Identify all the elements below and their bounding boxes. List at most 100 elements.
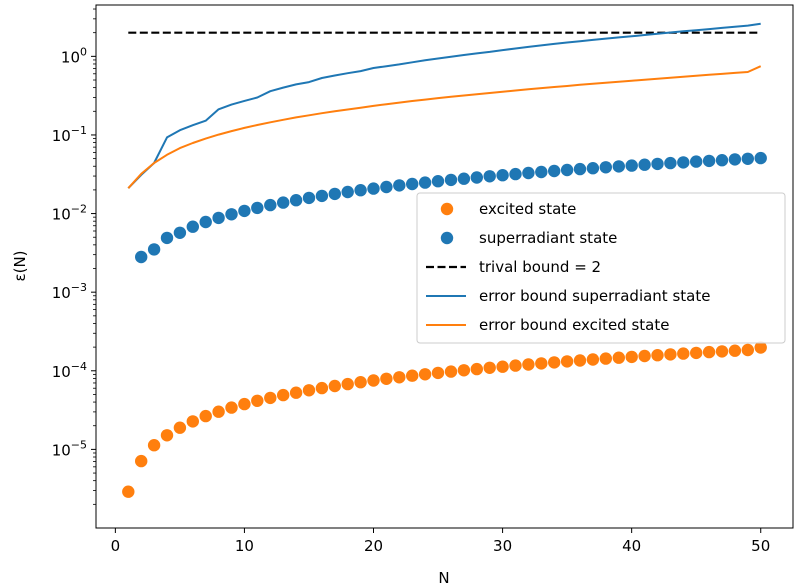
data-point [289,194,303,207]
data-point [457,172,471,185]
data-point [147,439,161,452]
data-point [612,160,625,173]
data-point [277,196,290,209]
data-point [651,157,664,171]
data-point [393,179,406,192]
series-line-error-bound-superradiant-state [127,22,761,189]
data-point [715,154,729,167]
data-point [367,182,380,195]
data-point [728,153,742,166]
data-point [496,360,509,373]
data-point [535,165,548,179]
data-point [444,173,458,187]
data-point [444,365,458,378]
legend-marker [440,231,454,245]
data-point [509,359,522,372]
data-point [251,394,264,407]
data-point [599,352,612,365]
x-tick-label: 40 [622,537,641,555]
data-point [199,409,212,423]
data-point [186,415,199,428]
x-tick-label: 30 [493,537,512,555]
data-point [173,226,187,239]
data-point [754,151,767,165]
data-point [741,152,754,165]
data-point [135,250,148,264]
legend-label: excited state [479,200,576,218]
y-tick-label: 100 [61,45,87,66]
data-point [496,169,509,182]
x-axis-label: N [438,569,449,587]
data-point [522,358,535,371]
data-point [264,198,277,212]
x-tick-label: 50 [751,537,770,555]
legend-entry-trival-bound-2: trival bound = 2 [426,258,601,276]
data-point [560,163,574,177]
legend: excited state superradiant state trival bo… [416,192,786,344]
data-point [728,344,742,357]
data-point [302,191,316,205]
data-point [212,405,225,418]
legend-marker [440,202,454,216]
legend-entry-error-bound-superradiant-state: error bound superradiant state [426,287,710,305]
data-point [548,164,561,178]
data-point [328,379,341,393]
data-point [238,397,251,411]
x-tick-label: 0 [111,537,121,555]
y-axis-ticks: 10−5 10−4 10−3 10−2 10−1 100 [52,8,96,505]
y-tick-label: 10−5 [52,438,87,459]
data-point [289,386,303,399]
data-point [548,356,561,369]
data-point [586,162,600,175]
data-point [315,381,329,395]
data-point [715,345,729,358]
legend-box [416,192,786,344]
data-point [677,156,690,169]
data-point [612,351,625,364]
data-point [625,159,638,172]
data-point [418,176,432,189]
y-tick-label: 10−1 [52,124,87,145]
data-point [573,354,587,367]
data-point [470,362,483,376]
data-point [702,154,716,168]
data-point [690,155,703,168]
data-point [173,421,187,434]
x-axis-ticks: 0 10 20 30 40 50 [111,528,770,555]
data-point [135,454,148,468]
data-point [586,353,600,366]
data-point [599,161,612,174]
data-point [225,401,238,414]
plot-marks [122,22,767,498]
data-point [573,162,587,176]
data-point [354,184,367,197]
data-point [741,343,754,357]
data-point [302,384,316,397]
data-point [212,211,225,225]
data-point [560,355,574,368]
data-point [535,357,548,370]
data-point [638,158,651,171]
data-point [354,376,367,389]
data-point [625,350,638,364]
legend-label: superradiant state [479,229,617,247]
data-point [328,187,341,201]
data-point [522,166,535,180]
data-point [483,170,496,183]
data-point [186,220,199,233]
data-point [457,364,471,377]
legend-entry-excited-state: excited state [440,200,576,218]
data-point [393,371,406,384]
legend-entry-superradiant-state: superradiant state [440,229,617,247]
legend-entry-error-bound-excited-state: error bound excited state [426,316,669,334]
data-point [380,372,393,385]
data-point [341,185,354,199]
data-point [651,349,664,362]
data-point [664,156,677,170]
data-point [367,374,380,387]
data-point [690,346,703,360]
data-point [147,243,161,256]
legend-label: trival bound = 2 [479,258,601,276]
data-point [406,369,419,382]
data-point [160,429,174,442]
